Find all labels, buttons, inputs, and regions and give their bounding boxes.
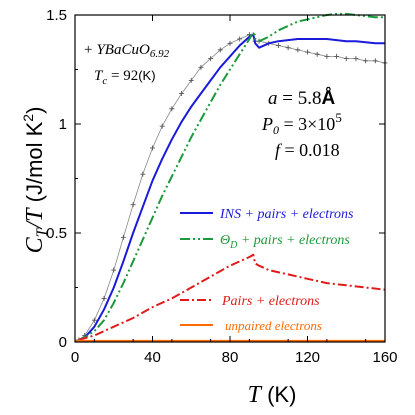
y-tick-label: 0.5 [46, 225, 67, 242]
data-point [140, 171, 146, 177]
data-point [295, 47, 301, 53]
data-point [208, 56, 214, 62]
legend-theta: ΘD + pairs + electrons [180, 233, 350, 251]
data-point [285, 45, 291, 51]
series-line-3 [78, 253, 386, 341]
data-point [305, 49, 310, 55]
x-tick-label: 160 [372, 349, 397, 366]
a-annotation: a = 5.8Å [268, 88, 335, 109]
y-axis-title: CT/T (J/mol K2) [20, 107, 51, 254]
sample-annotation: + YBaCuO6.92 [84, 42, 170, 60]
data-point [130, 202, 136, 208]
data-point [120, 234, 126, 240]
data-point [334, 53, 340, 59]
data-point [363, 58, 369, 64]
data-point [372, 58, 378, 64]
legend-theta-label: ΘD + pairs + electrons [220, 233, 350, 251]
data-point [179, 90, 185, 96]
legend-unpaired-label: unpaired electrons [225, 318, 322, 333]
data-point [275, 43, 281, 49]
data-point [227, 40, 233, 46]
x-tick-label: 80 [222, 349, 239, 366]
x-tick-label: 0 [71, 349, 79, 366]
data-point [111, 267, 117, 273]
data-point [314, 51, 320, 57]
tick-layer: 0 40 80 120 160 0 0.5 1 1.5 [46, 7, 397, 366]
y-tick-label: 0 [59, 334, 67, 351]
data-point [217, 47, 223, 53]
data-point [159, 123, 165, 129]
data-point [188, 77, 194, 83]
f-annotation: f = 0.018 [275, 140, 340, 160]
y-tick-label: 1 [59, 116, 67, 133]
data-point [237, 36, 243, 42]
legend-ins: INS + pairs + electrons [180, 207, 354, 222]
series-line-1 [78, 33, 385, 341]
data-point [198, 64, 204, 70]
data-point [353, 56, 359, 62]
plot-frame [74, 14, 386, 343]
legend-ins-label: INS + pairs + electrons [219, 207, 354, 222]
tc-annotation: Tc = 92(K) [94, 68, 156, 87]
data-point [343, 56, 349, 62]
legend-pairs-label: Pairs + electrons [221, 294, 320, 309]
x-tick-label: 120 [295, 349, 320, 366]
p0-annotation: P0 = 3×105 [261, 110, 342, 137]
data-point [150, 145, 155, 151]
data-point [169, 106, 175, 112]
data-point [101, 295, 107, 301]
data-point [91, 317, 97, 323]
data-point [324, 53, 330, 59]
legend-unpaired: unpaired electrons [180, 318, 322, 333]
legend-pairs: Pairs + electrons [180, 294, 320, 309]
x-axis-title: T (K) [248, 382, 297, 408]
x-tick-label: 40 [144, 349, 161, 366]
y-tick-label: 1.5 [46, 7, 67, 24]
